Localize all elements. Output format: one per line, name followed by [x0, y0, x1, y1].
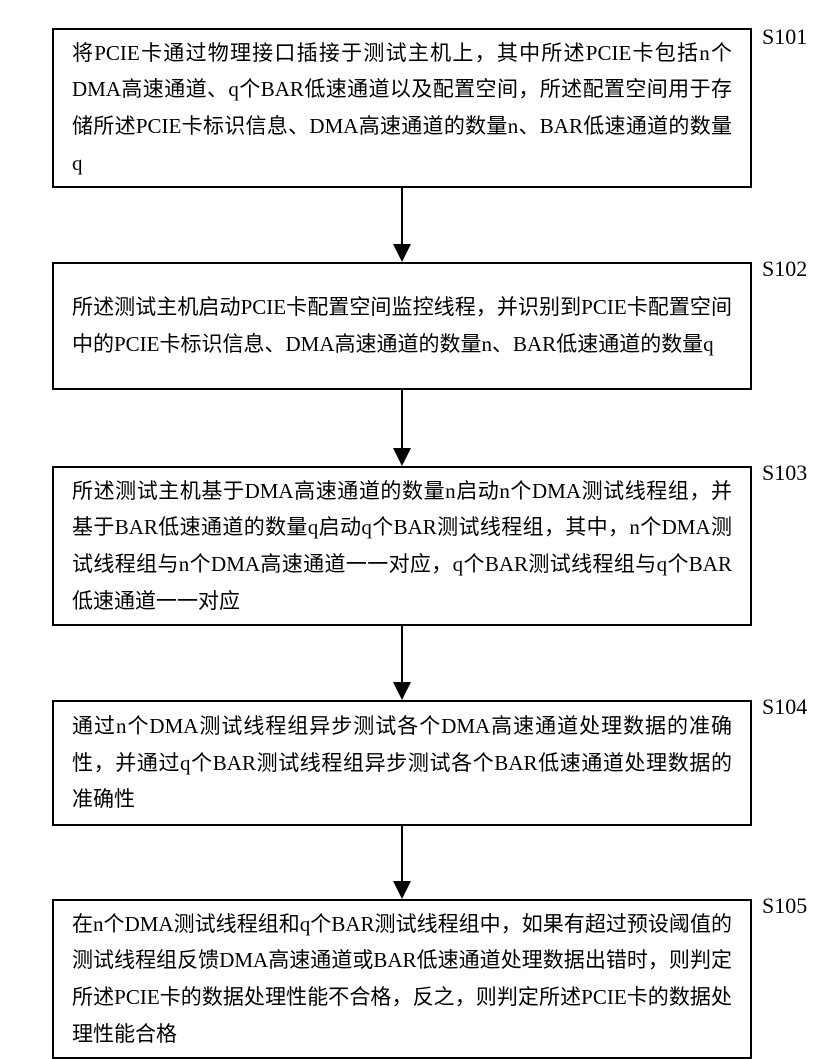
step-label-s101: S101 — [762, 24, 807, 50]
arrow-head-3 — [393, 682, 411, 700]
step-label-s103: S103 — [762, 460, 807, 486]
step-box-s101: 将PCIE卡通过物理接口插接于测试主机上，其中所述PCIE卡包括n个DMA高速通… — [52, 28, 752, 188]
arrow-shaft-4 — [401, 826, 403, 883]
arrow-head-1 — [393, 244, 411, 262]
step-label-s104: S104 — [762, 694, 807, 720]
step-text: 所述测试主机启动PCIE卡配置空间监控线程，并识别到PCIE卡配置空间中的PCI… — [72, 289, 732, 363]
step-box-s103: 所述测试主机基于DMA高速通道的数量n启动n个DMA测试线程组，并基于BAR低速… — [52, 466, 752, 626]
step-box-s104: 通过n个DMA测试线程组异步测试各个DMA高速通道处理数据的准确性，并通过q个B… — [52, 700, 752, 826]
arrow-shaft-2 — [401, 390, 403, 450]
step-label-s105: S105 — [762, 893, 807, 919]
arrow-head-2 — [393, 448, 411, 466]
step-text: 在n个DMA测试线程组和q个BAR测试线程组中，如果有超过预设阈值的测试线程组反… — [72, 906, 732, 1053]
step-box-s105: 在n个DMA测试线程组和q个BAR测试线程组中，如果有超过预设阈值的测试线程组反… — [52, 899, 752, 1059]
arrow-shaft-1 — [401, 188, 403, 246]
arrow-shaft-3 — [401, 626, 403, 684]
step-label-s102: S102 — [762, 256, 807, 282]
step-text: 通过n个DMA测试线程组异步测试各个DMA高速通道处理数据的准确性，并通过q个B… — [72, 708, 732, 818]
step-box-s102: 所述测试主机启动PCIE卡配置空间监控线程，并识别到PCIE卡配置空间中的PCI… — [52, 262, 752, 390]
step-text: 将PCIE卡通过物理接口插接于测试主机上，其中所述PCIE卡包括n个DMA高速通… — [72, 35, 732, 182]
flowchart-canvas: 将PCIE卡通过物理接口插接于测试主机上，其中所述PCIE卡包括n个DMA高速通… — [0, 0, 839, 1000]
step-text: 所述测试主机基于DMA高速通道的数量n启动n个DMA测试线程组，并基于BAR低速… — [72, 473, 732, 620]
arrow-head-4 — [393, 881, 411, 899]
